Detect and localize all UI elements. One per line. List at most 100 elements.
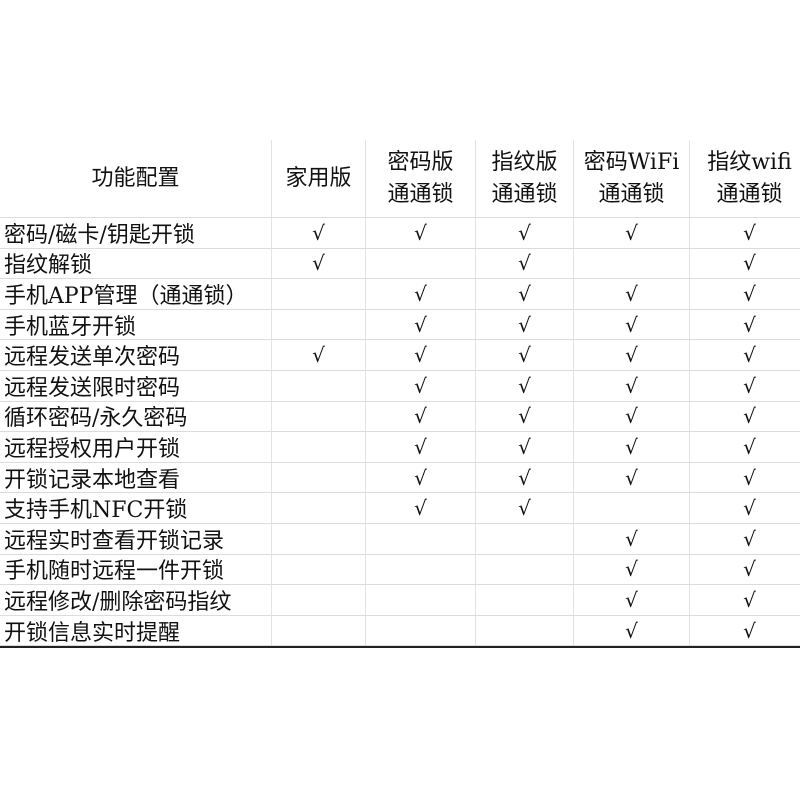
support-cell: √ xyxy=(690,616,800,646)
support-cell: √ xyxy=(690,310,800,340)
support-cell xyxy=(476,524,574,554)
support-cell: √ xyxy=(574,554,690,585)
support-cell: √ xyxy=(366,309,476,340)
support-cell: √ xyxy=(574,309,690,340)
column-header-text: 密码WiFi xyxy=(583,149,680,175)
support-cell: √ xyxy=(574,432,690,462)
feature-name: 远程发送单次密码 xyxy=(0,340,272,370)
check-mark-icon: √ xyxy=(625,220,638,245)
column-header-text: 指纹wifi xyxy=(707,149,792,175)
check-mark-icon: √ xyxy=(518,312,531,337)
support-cell xyxy=(272,615,366,646)
check-mark-icon: √ xyxy=(414,281,427,306)
table-row: 远程实时查看开锁记录 √ √ xyxy=(0,524,800,555)
support-cell: √ xyxy=(690,463,800,493)
support-cell xyxy=(574,248,690,279)
check-mark-icon: √ xyxy=(625,618,638,643)
table-row: 手机随时远程一件开锁 √ √ xyxy=(0,554,800,586)
check-mark-icon: √ xyxy=(743,587,756,612)
support-cell xyxy=(272,585,366,615)
column-header: 指纹wifi 通通锁 xyxy=(690,140,800,217)
support-cell: √ xyxy=(690,340,800,370)
check-mark-icon: √ xyxy=(414,496,427,521)
support-cell: √ xyxy=(476,493,574,523)
support-cell: √ xyxy=(366,462,476,493)
support-cell: √ xyxy=(574,524,690,554)
support-cell: √ xyxy=(476,309,574,340)
support-cell xyxy=(366,585,476,615)
feature-name: 手机APP管理（通通锁） xyxy=(0,279,272,309)
check-mark-icon: √ xyxy=(414,404,427,429)
support-cell xyxy=(476,554,574,585)
check-mark-icon: √ xyxy=(625,557,638,582)
table-row: 手机蓝牙开锁 √ √ √ √ xyxy=(0,309,800,341)
check-mark-icon: √ xyxy=(518,465,531,490)
support-cell: √ xyxy=(574,371,690,401)
column-header: 密码版 通通锁 xyxy=(366,140,476,217)
support-cell: √ xyxy=(476,340,574,370)
table-row: 循环密码/永久密码 √ √ √ √ xyxy=(0,401,800,433)
check-mark-icon: √ xyxy=(625,281,638,306)
support-cell: √ xyxy=(476,279,574,309)
header-row: 功能配置 家用版 密码版 通通锁 指纹版 通通锁 密码WiFi 通通锁 指纹wifi 通通锁 xyxy=(0,140,800,218)
support-cell: √ xyxy=(366,493,476,523)
support-cell: √ xyxy=(574,401,690,432)
column-header-text: 指纹版 xyxy=(491,149,558,175)
support-cell xyxy=(574,493,690,523)
check-mark-icon: √ xyxy=(518,281,531,306)
support-cell: √ xyxy=(476,401,574,432)
check-mark-icon: √ xyxy=(518,434,531,459)
support-cell: √ xyxy=(272,340,366,370)
check-mark-icon: √ xyxy=(414,220,427,245)
support-cell xyxy=(272,462,366,493)
support-cell: √ xyxy=(690,371,800,401)
column-header: 密码WiFi 通通锁 xyxy=(574,140,690,217)
table-row: 开锁信息实时提醒 √ √ xyxy=(0,615,800,647)
support-cell: √ xyxy=(476,432,574,462)
support-cell xyxy=(272,554,366,585)
check-mark-icon: √ xyxy=(743,312,756,337)
support-cell: √ xyxy=(690,432,800,462)
feature-name: 开锁记录本地查看 xyxy=(0,462,272,493)
support-cell xyxy=(272,524,366,554)
feature-name: 密码/磁卡/钥匙开锁 xyxy=(0,218,272,248)
support-cell: √ xyxy=(574,462,690,493)
support-cell: √ xyxy=(574,615,690,646)
check-mark-icon: √ xyxy=(743,220,756,245)
feature-name: 指纹解锁 xyxy=(0,248,272,278)
check-mark-icon: √ xyxy=(743,404,756,429)
support-cell xyxy=(366,554,476,585)
check-mark-icon: √ xyxy=(414,465,427,490)
support-cell: √ xyxy=(366,279,476,309)
feature-name: 远程发送限时密码 xyxy=(0,371,272,401)
support-cell: √ xyxy=(476,248,574,279)
support-cell: √ xyxy=(574,340,690,370)
support-cell xyxy=(366,524,476,554)
support-cell: √ xyxy=(366,340,476,370)
support-cell: √ xyxy=(690,279,800,309)
check-mark-icon: √ xyxy=(743,557,756,582)
support-cell: √ xyxy=(690,218,800,248)
check-mark-icon: √ xyxy=(518,373,531,398)
check-mark-icon: √ xyxy=(414,434,427,459)
support-cell: √ xyxy=(366,218,476,248)
check-mark-icon: √ xyxy=(743,618,756,643)
check-mark-icon: √ xyxy=(518,496,531,521)
feature-name: 远程修改/删除密码指纹 xyxy=(0,585,272,615)
check-mark-icon: √ xyxy=(414,312,427,337)
column-header-text: 通通锁 xyxy=(491,181,558,207)
check-mark-icon: √ xyxy=(743,343,756,368)
support-cell: √ xyxy=(476,371,574,401)
support-cell: √ xyxy=(690,555,800,585)
support-cell xyxy=(476,615,574,646)
table-bottom-border xyxy=(0,646,800,648)
column-header: 指纹版 通通锁 xyxy=(476,140,574,217)
feature-name: 开锁信息实时提醒 xyxy=(0,615,272,646)
feature-name: 手机蓝牙开锁 xyxy=(0,309,272,340)
check-mark-icon: √ xyxy=(625,312,638,337)
support-cell: √ xyxy=(690,402,800,432)
check-mark-icon: √ xyxy=(518,343,531,368)
check-mark-icon: √ xyxy=(625,434,638,459)
support-cell: √ xyxy=(574,218,690,248)
check-mark-icon: √ xyxy=(743,465,756,490)
